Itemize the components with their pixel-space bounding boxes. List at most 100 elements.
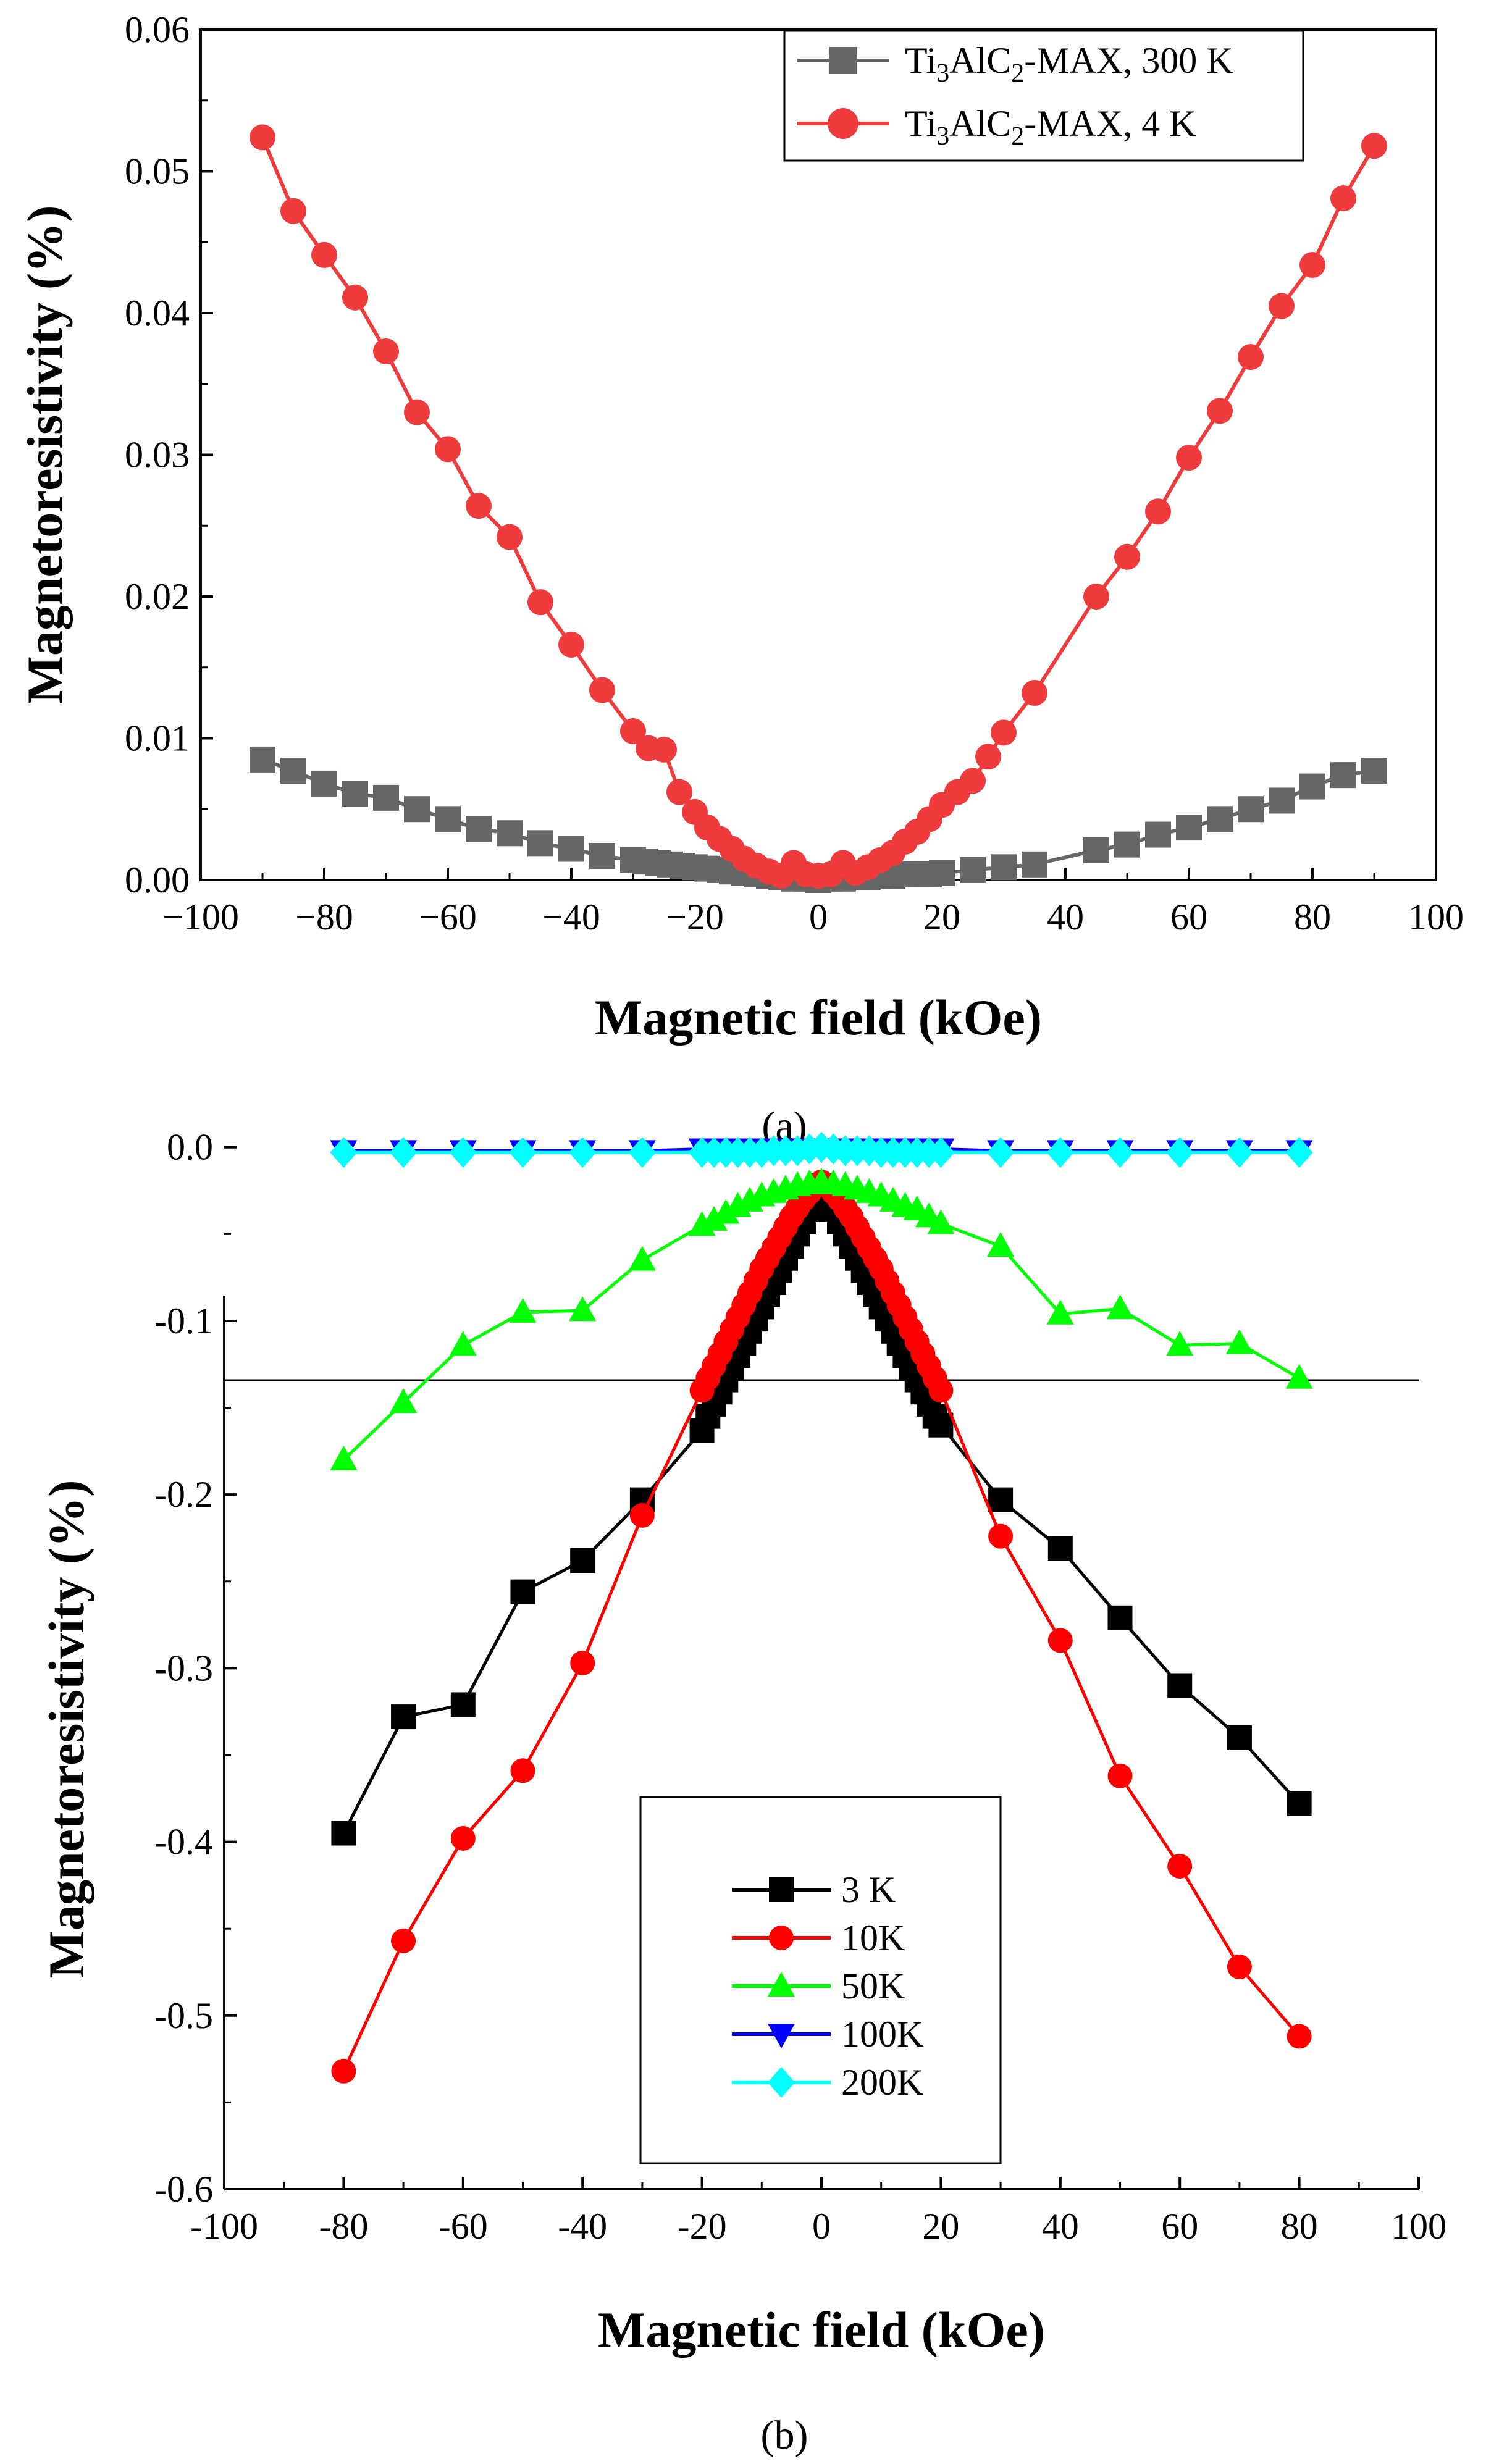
legend-marker-50k	[768, 1972, 795, 1997]
data-point	[975, 744, 1001, 770]
data-point	[1225, 1137, 1253, 1168]
chart-panel-a: 0.00 0.01 0.02 0.03 0.04 0.05 0.06 −100 −80 −60 −…	[17, 9, 1464, 1149]
data-point	[331, 1821, 356, 1846]
data-point	[497, 524, 523, 550]
data-point	[991, 719, 1017, 746]
data-point	[1106, 1294, 1134, 1320]
legend-label-50k: 50K	[841, 1966, 905, 2006]
legend-b: 3 K 10K 50K 100K 200K	[639, 1796, 1002, 2164]
data-point	[1083, 584, 1109, 610]
data-point	[1166, 1137, 1194, 1168]
legend-marker-300k	[829, 47, 857, 74]
panel-label-b: (b)	[761, 2413, 808, 2458]
x-tick-label: 40	[1042, 2206, 1079, 2247]
data-point	[1114, 543, 1140, 570]
data-point	[1145, 498, 1171, 525]
y-tick-label: 0.0	[167, 1127, 213, 1168]
legend-marker-3-k	[769, 1877, 794, 1902]
data-point	[987, 1232, 1015, 1257]
data-point	[1166, 1331, 1194, 1356]
data-point	[342, 284, 368, 311]
data-point	[527, 589, 553, 616]
data-point	[311, 241, 337, 268]
data-point	[1047, 1628, 1073, 1653]
x-tick-label: −40	[542, 897, 600, 937]
data-point	[651, 736, 677, 763]
data-point	[1047, 1536, 1073, 1561]
x-tick-label: 40	[1047, 897, 1084, 937]
y-tick-label: -0.2	[154, 1474, 213, 1515]
x-tick-label: 80	[1281, 2206, 1318, 2247]
legend-box-b	[639, 1796, 1002, 2164]
data-point	[1176, 445, 1202, 471]
data-point	[987, 1137, 1015, 1168]
x-tick-label: 20	[923, 897, 960, 937]
legend-marker-100k	[768, 2024, 795, 2048]
legend-label-10k: 10K	[841, 1917, 905, 1958]
data-point	[404, 796, 430, 823]
y-tick-label: -0.1	[154, 1301, 213, 1341]
y-tick-label: -0.6	[154, 2169, 213, 2210]
data-point	[712, 1199, 740, 1224]
data-point	[510, 1758, 535, 1783]
data-point	[589, 677, 615, 703]
y-axis-title-b: Magnetoresistivity (%)	[38, 1480, 94, 1979]
data-point	[1167, 1853, 1193, 1879]
data-point	[466, 816, 492, 842]
data-point	[1167, 1673, 1193, 1698]
data-point	[929, 860, 955, 886]
data-point	[700, 1205, 728, 1231]
y-tick-label: -0.5	[154, 1995, 213, 2036]
x-tick-label: −80	[295, 897, 353, 937]
x-tick-label: 60	[1170, 897, 1207, 937]
data-point	[509, 1297, 537, 1323]
data-point	[1285, 1137, 1313, 1168]
data-point	[330, 1137, 358, 1168]
data-point	[1238, 344, 1264, 371]
data-point	[1299, 773, 1325, 800]
data-point	[927, 1209, 955, 1234]
data-point	[373, 784, 399, 811]
data-point	[450, 1825, 476, 1851]
data-point	[342, 781, 368, 807]
data-point	[1287, 1791, 1312, 1816]
data-point	[1361, 133, 1387, 159]
data-point	[1225, 1329, 1253, 1354]
legend-item-300k: Ti3AlC2-MAX, 300 K	[797, 40, 1233, 88]
x-tick-label: 0	[812, 2206, 831, 2247]
data-point	[629, 1502, 655, 1528]
series-50k	[330, 1167, 1313, 1470]
data-point	[1330, 762, 1356, 789]
data-point	[589, 842, 615, 869]
legend-item-200k: 200K	[732, 2062, 923, 2103]
data-point	[311, 770, 337, 797]
series-200k	[330, 1131, 1313, 1168]
y-tick-label: 0.03	[125, 435, 190, 476]
data-point	[450, 1692, 476, 1717]
legend-label-4k: Ti3AlC2-MAX, 4 K	[905, 103, 1196, 151]
data-point	[250, 124, 275, 151]
x-tick-label: -40	[558, 2206, 607, 2247]
y-tick-label: -0.4	[154, 1822, 213, 1863]
x-tick-label: −20	[666, 897, 724, 937]
data-point	[1227, 1955, 1252, 1980]
legend-label-3-k: 3 K	[841, 1869, 896, 1910]
data-point	[280, 758, 306, 784]
data-point	[1022, 680, 1047, 706]
series-ti3alc2-max-4-k	[250, 124, 1387, 889]
data-point	[404, 399, 430, 425]
chart-panel-b: -0.6 -0.5 -0.4 -0.3 -0.2 -0.1 0.0 -100 -80 -60 -4…	[38, 1127, 1446, 2458]
data-point	[373, 338, 399, 364]
data-point	[1046, 1137, 1074, 1168]
data-point	[988, 1523, 1014, 1549]
data-point	[1207, 806, 1233, 832]
data-point	[1227, 1725, 1252, 1750]
y-tick-label: 0.06	[125, 9, 190, 50]
data-point	[449, 1331, 477, 1356]
legend-item-50k: 50K	[732, 1966, 905, 2006]
data-point	[960, 768, 986, 794]
data-point	[1107, 1605, 1133, 1630]
data-point	[510, 1579, 535, 1604]
legend-item-4k: Ti3AlC2-MAX, 4 K	[797, 103, 1196, 151]
data-point	[497, 820, 523, 847]
